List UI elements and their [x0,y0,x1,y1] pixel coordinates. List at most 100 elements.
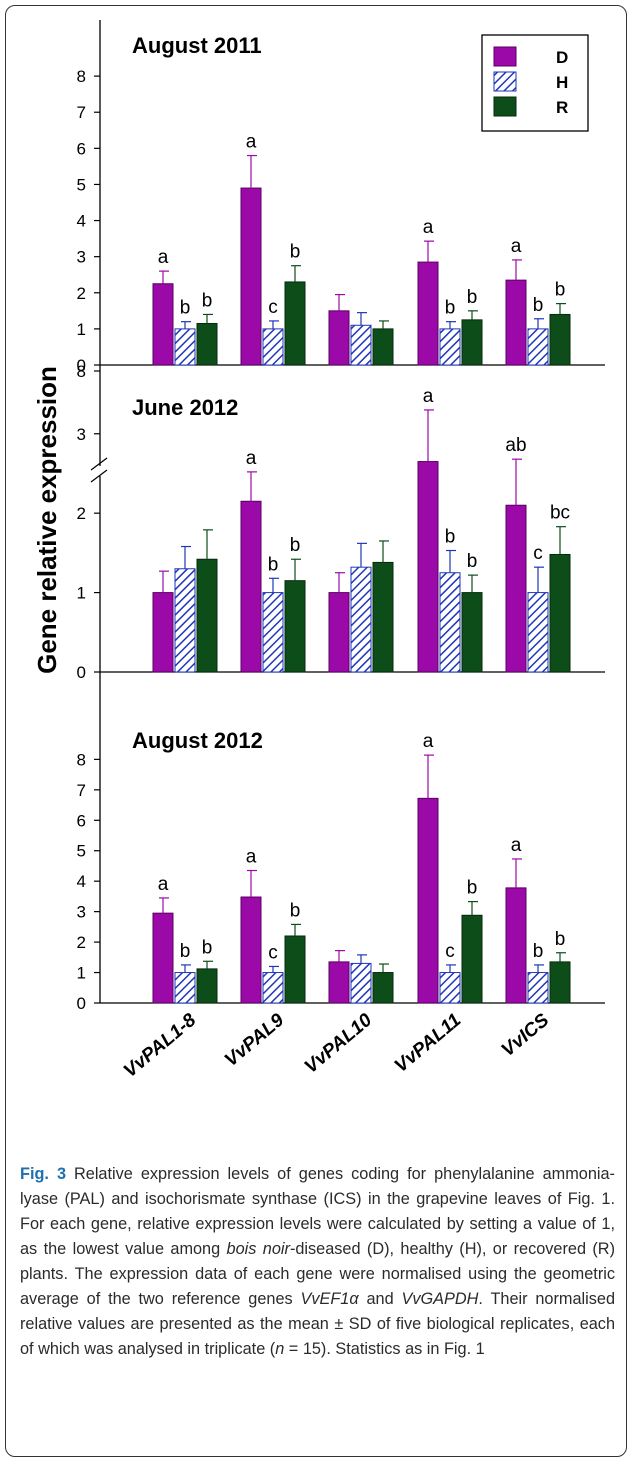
bar-R [196,968,218,1004]
panel-title: August 2012 [132,728,263,753]
bar-H [262,972,284,1004]
significance-letter: b [180,941,191,962]
bar-R [284,281,306,366]
y-axis-label: Gene relative expression [32,366,62,674]
bar-R [461,319,483,366]
bar-D [328,961,350,1004]
figure-frame [5,5,627,1457]
bar-R [372,561,394,673]
y-tick-label: 3 [77,425,86,444]
bar-D [152,912,174,1004]
significance-letter: c [268,942,278,963]
bar-H [527,972,549,1004]
y-tick-label: 6 [77,811,86,830]
legend-label: H [556,73,568,92]
significance-letter: a [246,132,257,153]
y-tick-label: 0 [77,356,86,375]
bar-H [262,592,284,673]
legend-swatch-D [493,46,517,67]
bar-H [350,324,372,366]
bar-R [549,313,571,366]
bar-R [284,580,306,673]
bar-H [350,962,372,1004]
bar-D [328,592,350,673]
y-tick-label: 4 [77,212,86,231]
bar-H [174,972,196,1004]
bar-H [439,328,461,366]
caption-gene-name: VvGAPDH [401,1290,479,1308]
significance-letter: b [290,242,301,263]
y-tick-label: 0 [77,663,86,682]
significance-letter: a [246,448,257,469]
bar-D [328,310,350,366]
y-tick-label: 1 [77,584,86,603]
bar-H [527,592,549,673]
y-tick-label: 5 [77,842,86,861]
bar-H [439,972,461,1004]
significance-letter: b [180,298,191,319]
significance-letter: a [511,236,522,257]
significance-letter: b [202,290,213,311]
y-tick-label: 3 [77,903,86,922]
x-tick-label: VvPAL9 [221,1009,289,1071]
caption-text: = 15). Statistics as in Fig. 1 [284,1340,485,1358]
significance-letter: b [555,280,566,301]
bar-H [262,328,284,366]
y-tick-label: 1 [77,320,86,339]
caption-text: Relative expression levels of genes codi… [20,1165,615,1258]
significance-letter: b [467,551,478,572]
y-tick-label: 2 [77,933,86,952]
significance-letter: b [533,941,544,962]
y-tick-label: 5 [77,175,86,194]
bar-H [174,328,196,366]
significance-letter: b [445,298,456,319]
caption-term: bois noir [226,1240,290,1258]
significance-letter: b [290,535,301,556]
significance-letter: c [445,941,455,962]
bar-R [372,972,394,1004]
bar-D [240,500,262,673]
significance-letter: a [158,247,169,268]
significance-letter: b [445,527,456,548]
bar-R [284,935,306,1004]
significance-letter: b [467,878,478,899]
caption-n: n [275,1340,285,1358]
significance-letter: b [268,554,279,575]
x-tick-label: VvPAL10 [301,1009,377,1077]
y-tick-label: 7 [77,103,86,122]
legend-label: R [556,98,568,117]
bar-R [196,558,218,673]
bar-D [505,279,527,366]
y-tick-label: 8 [77,67,86,86]
bar-D [152,592,174,673]
y-tick-label: 2 [77,504,86,523]
bar-D [240,896,262,1004]
significance-letter: b [533,295,544,316]
y-tick-label: 2 [77,284,86,303]
bar-R [196,322,218,366]
significance-letter: b [467,287,478,308]
axis-break-mark [90,457,108,471]
caption-text: . Their normalised relative values are p… [20,1290,616,1358]
panel-title: August 2011 [132,33,262,58]
y-tick-label: 8 [77,750,86,769]
bar-R [461,914,483,1004]
bar-D [505,887,527,1004]
significance-letter: a [423,731,434,752]
bar-R [549,553,571,673]
significance-letter: a [158,874,169,895]
significance-letter: b [555,929,566,950]
caption-text: -diseased (D), healthy (H), or recovered… [20,1240,615,1308]
bar-D [417,261,439,366]
bar-D [417,797,439,1004]
y-tick-label: 6 [77,139,86,158]
y-tick-label: 1 [77,964,86,983]
y-tick-label: 4 [77,872,86,891]
bar-R [549,961,571,1004]
y-tick-label: 8 [77,362,86,381]
significance-letter: a [511,835,522,856]
x-tick-label: VvPAL1-8 [120,1009,201,1081]
caption-gene-name: VvEF1α [300,1290,359,1308]
significance-letter: b [290,900,301,921]
caption-label: Fig. 3 [20,1165,66,1183]
